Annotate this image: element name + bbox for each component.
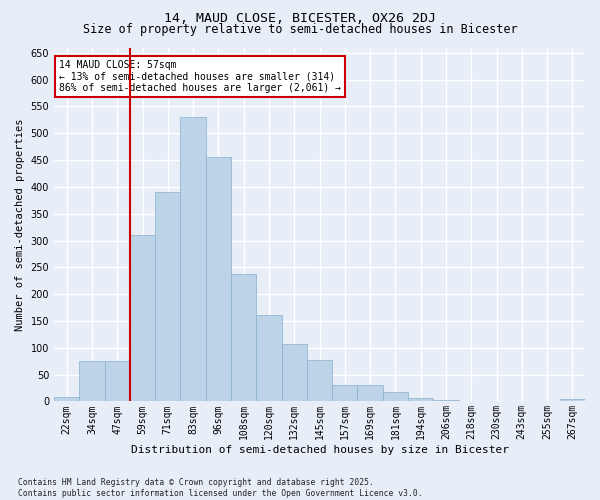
Text: 14, MAUD CLOSE, BICESTER, OX26 2DJ: 14, MAUD CLOSE, BICESTER, OX26 2DJ <box>164 12 436 26</box>
Y-axis label: Number of semi-detached properties: Number of semi-detached properties <box>15 118 25 330</box>
Bar <box>79 361 104 402</box>
Text: Contains HM Land Registry data © Crown copyright and database right 2025.
Contai: Contains HM Land Registry data © Crown c… <box>18 478 422 498</box>
Bar <box>281 344 307 402</box>
Bar <box>130 235 155 402</box>
Bar <box>104 361 130 402</box>
Bar <box>54 397 79 402</box>
Text: 14 MAUD CLOSE: 57sqm
← 13% of semi-detached houses are smaller (314)
86% of semi: 14 MAUD CLOSE: 57sqm ← 13% of semi-detac… <box>59 60 341 93</box>
Bar <box>358 386 383 402</box>
Bar <box>307 360 332 402</box>
Text: Size of property relative to semi-detached houses in Bicester: Size of property relative to semi-detach… <box>83 24 517 36</box>
Bar <box>560 400 585 402</box>
Bar <box>383 392 408 402</box>
Bar <box>256 314 281 402</box>
Bar <box>155 192 181 402</box>
Bar <box>433 400 458 402</box>
Bar <box>332 386 358 402</box>
Bar <box>181 117 206 402</box>
X-axis label: Distribution of semi-detached houses by size in Bicester: Distribution of semi-detached houses by … <box>131 445 509 455</box>
Bar <box>231 274 256 402</box>
Bar <box>206 158 231 402</box>
Bar <box>408 398 433 402</box>
